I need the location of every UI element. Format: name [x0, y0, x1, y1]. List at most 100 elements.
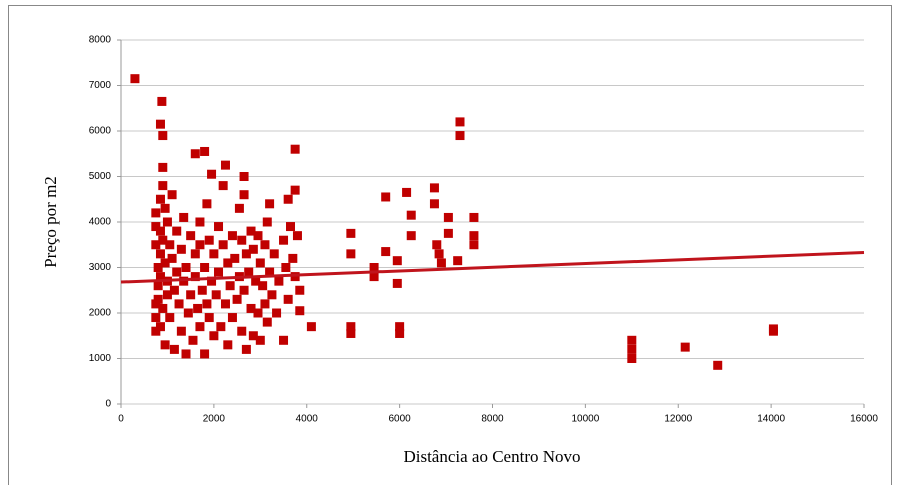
point	[453, 256, 463, 266]
point	[237, 235, 247, 245]
point	[346, 228, 356, 238]
point	[225, 281, 235, 291]
point	[369, 272, 379, 282]
point	[216, 322, 226, 332]
point	[395, 322, 405, 332]
y-tick-label: 1000	[89, 353, 112, 364]
point	[346, 322, 356, 332]
point	[158, 181, 168, 191]
point	[713, 360, 723, 370]
point	[155, 226, 165, 236]
point	[234, 203, 244, 213]
point	[211, 290, 221, 300]
point	[202, 199, 212, 209]
point	[165, 313, 175, 323]
y-tick-label: 6000	[89, 126, 112, 137]
point	[244, 267, 254, 277]
point	[153, 294, 163, 304]
point	[381, 247, 391, 257]
point	[346, 249, 356, 259]
point	[204, 313, 214, 323]
point	[176, 244, 186, 254]
point	[768, 326, 778, 336]
point	[392, 256, 402, 266]
point	[195, 217, 205, 227]
point	[436, 258, 446, 268]
point	[174, 299, 184, 309]
x-tick-label: 12000	[664, 414, 692, 425]
point	[130, 74, 140, 84]
point	[207, 169, 217, 179]
point	[218, 240, 228, 250]
point	[197, 285, 207, 295]
point	[627, 335, 637, 345]
point	[239, 190, 249, 200]
point	[306, 322, 316, 332]
point	[155, 194, 165, 204]
point	[392, 278, 402, 288]
point	[190, 249, 200, 259]
point	[269, 249, 279, 259]
x-tick-label: 0	[118, 414, 124, 425]
point	[155, 272, 165, 282]
point	[432, 240, 442, 250]
point	[200, 349, 210, 359]
point	[151, 222, 161, 232]
point	[160, 258, 170, 268]
point	[469, 231, 479, 241]
point	[162, 217, 172, 227]
point	[200, 263, 210, 272]
point	[209, 331, 219, 341]
point	[232, 294, 242, 304]
point	[214, 267, 224, 277]
point	[274, 276, 284, 286]
point	[165, 240, 175, 250]
y-tick-label: 5000	[89, 171, 112, 182]
point	[281, 263, 291, 272]
point	[202, 299, 212, 309]
point	[179, 276, 189, 286]
point	[158, 235, 168, 245]
point	[181, 263, 191, 272]
point	[193, 303, 203, 313]
x-axis-label: Distância ao Centro Novo	[403, 447, 580, 466]
point	[295, 306, 305, 316]
point	[283, 294, 293, 304]
point	[151, 208, 161, 218]
point	[223, 340, 233, 350]
point	[288, 253, 298, 263]
point	[279, 235, 289, 245]
point	[186, 290, 196, 300]
point	[248, 244, 258, 254]
point	[443, 212, 453, 222]
point	[181, 349, 191, 359]
y-tick-label: 0	[105, 399, 111, 410]
x-tick-label: 8000	[481, 414, 504, 425]
point	[241, 344, 251, 354]
point	[429, 183, 439, 193]
point	[158, 303, 168, 313]
point	[186, 231, 196, 241]
point	[262, 317, 272, 327]
point	[220, 299, 230, 309]
point	[158, 162, 168, 172]
point	[395, 328, 405, 338]
point	[253, 231, 263, 241]
point	[295, 285, 305, 295]
point	[627, 354, 637, 363]
point	[157, 96, 167, 106]
point	[434, 249, 444, 259]
point	[151, 299, 161, 309]
point	[188, 335, 198, 345]
point	[290, 144, 300, 154]
point	[406, 210, 416, 220]
point	[283, 194, 293, 204]
point	[204, 235, 214, 245]
point	[402, 187, 412, 197]
point	[153, 263, 163, 272]
x-tick-label: 4000	[296, 414, 319, 425]
x-tick-label: 2000	[203, 414, 226, 425]
point	[290, 185, 300, 195]
point	[160, 340, 170, 350]
